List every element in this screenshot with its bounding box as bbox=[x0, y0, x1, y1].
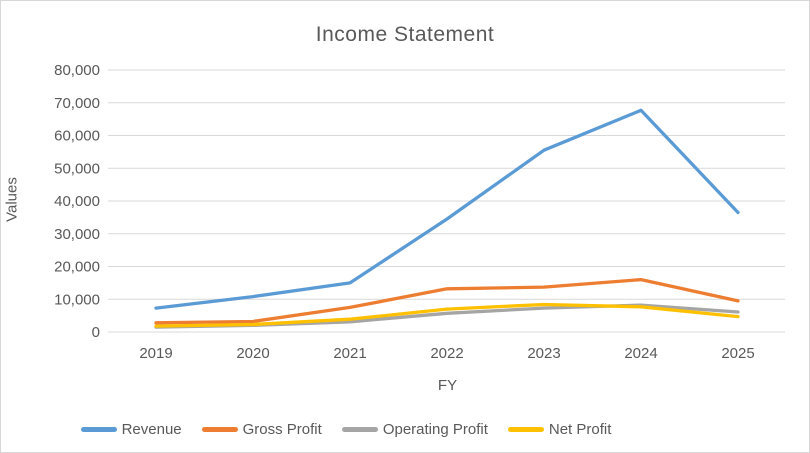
y-tick-label: 80,000 bbox=[54, 62, 100, 79]
y-tick-label: 20,000 bbox=[54, 259, 100, 276]
y-tick-label: 0 bbox=[92, 324, 100, 341]
y-tick-label: 10,000 bbox=[54, 291, 100, 308]
series-line-gross-profit bbox=[154, 277, 740, 325]
x-tick-label: 2019 bbox=[139, 345, 172, 362]
y-tick-label: 70,000 bbox=[54, 95, 100, 112]
x-tick-label: 2020 bbox=[236, 345, 269, 362]
legend-label: Net Profit bbox=[548, 421, 612, 438]
series-line-net-profit bbox=[154, 302, 740, 328]
x-tick-label: 2023 bbox=[527, 345, 560, 362]
operating-profit-line-swatch-icon bbox=[341, 427, 378, 432]
legend-item-net-profit: Net Profit bbox=[507, 421, 612, 438]
y-tick-label: 30,000 bbox=[54, 226, 100, 243]
x-tick-label: 2024 bbox=[624, 345, 657, 362]
gross-profit-line-swatch-icon bbox=[201, 427, 238, 432]
legend: Revenue Gross Profit Operating Profit Ne… bbox=[1, 421, 691, 438]
x-tick-label: 2025 bbox=[721, 345, 754, 362]
net-profit-line-swatch-icon bbox=[507, 427, 544, 432]
x-axis-title: FY bbox=[437, 377, 458, 394]
series-line-revenue bbox=[154, 108, 740, 310]
x-tick-label: 2022 bbox=[430, 345, 463, 362]
chart-title: Income Statement bbox=[315, 23, 495, 46]
legend-label: Operating Profit bbox=[382, 421, 488, 438]
legend-label: Gross Profit bbox=[242, 421, 322, 438]
y-tick-label: 40,000 bbox=[54, 193, 100, 210]
y-tick-label: 50,000 bbox=[54, 160, 100, 177]
legend-label: Revenue bbox=[121, 421, 182, 438]
x-tick-label: 2021 bbox=[333, 345, 366, 362]
legend-item-revenue: Revenue bbox=[80, 421, 182, 438]
y-tick-label: 60,000 bbox=[54, 128, 100, 145]
revenue-line-swatch-icon bbox=[80, 427, 117, 432]
legend-item-gross-profit: Gross Profit bbox=[201, 421, 322, 438]
legend-item-operating-profit: Operating Profit bbox=[341, 421, 488, 438]
